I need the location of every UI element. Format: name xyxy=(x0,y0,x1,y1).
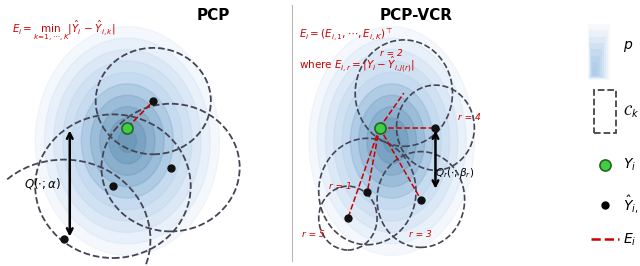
Ellipse shape xyxy=(44,38,211,244)
Ellipse shape xyxy=(317,38,466,244)
Bar xyxy=(589,36,606,78)
Ellipse shape xyxy=(309,27,474,255)
Ellipse shape xyxy=(350,84,433,198)
Text: where $E_{i,r} = |Y_i - \hat{Y}_{i,j(r)}|$: where $E_{i,r} = |Y_i - \hat{Y}_{i,j(r)}… xyxy=(300,54,415,74)
Ellipse shape xyxy=(35,27,220,255)
Bar xyxy=(591,56,600,77)
Text: r = 5: r = 5 xyxy=(303,230,325,239)
Ellipse shape xyxy=(367,107,417,175)
Text: r = 1: r = 1 xyxy=(329,182,352,191)
Text: $E_i = (E_{i,1},\cdots,E_{i,K})^\top$: $E_i = (E_{i,1},\cdots,E_{i,K})^\top$ xyxy=(300,26,394,43)
Text: $p$: $p$ xyxy=(623,39,634,54)
Text: $Y_i$: $Y_i$ xyxy=(623,157,636,173)
Ellipse shape xyxy=(350,84,433,198)
Ellipse shape xyxy=(334,61,449,221)
Text: $E_i = \min_{k=1,\cdots,K} |\hat{Y}_i - \hat{Y}_{i,k}|$: $E_i = \min_{k=1,\cdots,K} |\hat{Y}_i - … xyxy=(12,19,116,44)
Bar xyxy=(590,43,604,78)
Ellipse shape xyxy=(100,107,155,175)
Ellipse shape xyxy=(81,84,173,198)
Text: $\mathcal{C}_k$: $\mathcal{C}_k$ xyxy=(623,103,639,120)
Text: $E_i$: $E_i$ xyxy=(623,231,637,248)
Text: r = 3: r = 3 xyxy=(410,230,432,239)
Ellipse shape xyxy=(90,95,164,187)
Ellipse shape xyxy=(109,118,146,164)
Bar xyxy=(592,62,598,76)
Ellipse shape xyxy=(81,84,173,198)
Ellipse shape xyxy=(358,95,425,187)
Ellipse shape xyxy=(72,72,182,210)
Ellipse shape xyxy=(63,61,192,221)
Ellipse shape xyxy=(118,130,136,152)
Ellipse shape xyxy=(383,130,400,152)
Text: $\hat{Y}_{i,k}$: $\hat{Y}_{i,k}$ xyxy=(623,194,640,216)
Ellipse shape xyxy=(118,130,136,152)
Text: PCP: PCP xyxy=(197,8,230,23)
Bar xyxy=(588,24,611,80)
Ellipse shape xyxy=(342,72,442,210)
Ellipse shape xyxy=(367,107,417,175)
Ellipse shape xyxy=(54,49,201,232)
Text: r = 4: r = 4 xyxy=(458,113,481,122)
Bar xyxy=(589,30,609,79)
Ellipse shape xyxy=(100,107,155,175)
Text: $Q_r(\cdot;\beta_r)$: $Q_r(\cdot;\beta_r)$ xyxy=(435,166,475,180)
Text: r = 2: r = 2 xyxy=(380,49,403,58)
Text: PCP-VCR: PCP-VCR xyxy=(380,8,452,23)
Text: $Q(\cdot;\alpha)$: $Q(\cdot;\alpha)$ xyxy=(24,176,61,191)
Ellipse shape xyxy=(383,130,400,152)
Ellipse shape xyxy=(326,49,458,232)
Bar xyxy=(593,90,616,133)
Bar xyxy=(593,68,596,75)
Ellipse shape xyxy=(375,118,408,164)
Bar xyxy=(591,49,602,77)
Ellipse shape xyxy=(375,118,408,164)
Ellipse shape xyxy=(358,95,425,187)
Ellipse shape xyxy=(90,95,164,187)
Ellipse shape xyxy=(109,118,146,164)
